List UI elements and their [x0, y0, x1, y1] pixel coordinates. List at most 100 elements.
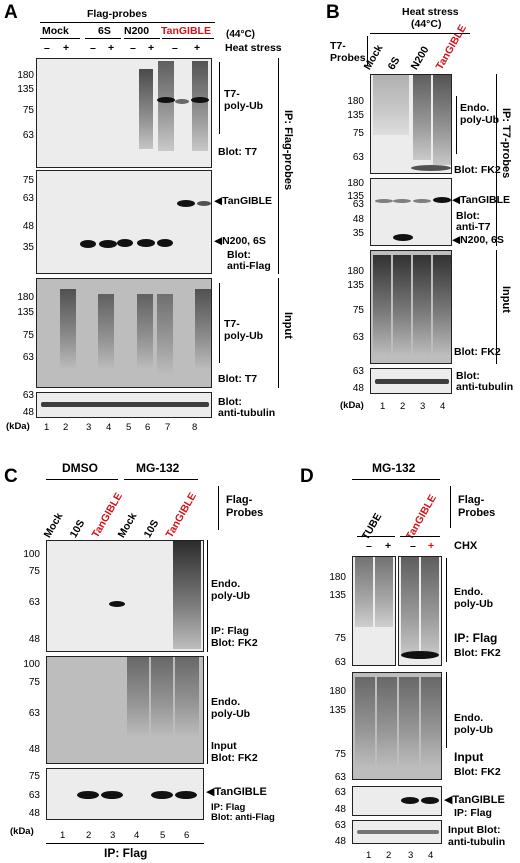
mw-a4-2: 48 [22, 407, 34, 418]
input-label: Input [211, 740, 237, 752]
mw-c1-2: 75 [28, 566, 40, 577]
chx-label: CHX [454, 540, 478, 552]
lane-3: 3 [110, 830, 116, 841]
mw-c3-1: 75 [28, 771, 40, 782]
mw-a2-4: 35 [22, 242, 34, 253]
flag-probes-label-1: Flag- [226, 494, 253, 506]
sign-3: – [90, 42, 96, 54]
sign-6: + [148, 42, 155, 54]
mw-a1-2: 135 [17, 84, 34, 95]
lane-4: 4 [440, 401, 446, 412]
mw-d2-2: 135 [329, 705, 346, 716]
side-input-label: Input [282, 312, 294, 339]
poly-ub-label: poly-Ub [460, 114, 500, 126]
blot-label: Blot: [218, 396, 242, 408]
mg132-label: MG-132 [136, 461, 180, 475]
blot-label: Blot: FK2 [454, 164, 501, 176]
blot-label: Blot: FK2 [454, 346, 501, 358]
mw-b3-4: 63 [352, 332, 364, 343]
sign-8: + [194, 42, 201, 54]
endo-label: Endo. [211, 578, 241, 590]
mw-b1-2: 135 [347, 110, 364, 121]
mw-c2-4: 48 [28, 744, 40, 755]
mw-b1-1: 180 [347, 96, 364, 107]
side-ip-label: IP: Flag-probes [282, 110, 294, 191]
blot-d3 [352, 786, 442, 816]
group-6s: 6S [385, 54, 403, 72]
ip-flag-label: IP: Flag [454, 631, 498, 645]
mw-a3-3: 75 [22, 330, 34, 341]
mw-b2-4: 48 [352, 214, 364, 225]
kda-label: (kDa) [10, 826, 34, 837]
group-n200: N200 [124, 25, 150, 37]
lane-1: 1 [380, 401, 386, 412]
anti-flag-label: anti-Flag [227, 260, 271, 272]
mw-a3-1: 180 [17, 292, 34, 303]
sign-4: + [108, 42, 115, 54]
poly-ub-label: poly-Ub [211, 708, 251, 720]
mw-d2-4: 63 [334, 772, 346, 783]
lane-4: 4 [428, 850, 434, 861]
lane-5: 5 [126, 422, 132, 433]
mw-c2-3: 63 [28, 708, 40, 719]
panel-letter-c: C [4, 466, 18, 487]
mw-c2-2: 75 [28, 677, 40, 688]
ip-flag-label: IP: Flag [454, 807, 492, 819]
mw-b3-2: 135 [347, 280, 364, 291]
mw-d2-3: 75 [334, 749, 346, 760]
mw-c2-1: 100 [23, 659, 40, 670]
mw-b3-1: 180 [347, 266, 364, 277]
endo-label: Endo. [454, 586, 484, 598]
lane-10s: 10S [67, 517, 88, 540]
blot-c3 [46, 768, 204, 820]
lane-5: 5 [160, 830, 166, 841]
blot-d2 [352, 672, 442, 780]
blot-a2 [36, 170, 212, 274]
blot-label: Blot: anti-Flag [211, 812, 275, 823]
sign-1: – [44, 42, 50, 54]
t7-label: T7- [224, 318, 240, 330]
blot-d1-right [398, 556, 442, 666]
mw-d1-1: 180 [329, 572, 346, 583]
t7-probes-label-2: Probes [330, 52, 366, 64]
blot-label: Blot: T7 [218, 146, 258, 158]
mw-d1-3: 75 [334, 633, 346, 644]
kda-label: (kDa) [340, 400, 364, 411]
group-6s: 6S [98, 25, 111, 37]
blot-label: Blot: [456, 210, 480, 222]
group-tangible: TanGIBLE [161, 25, 211, 37]
mw-c3-3: 48 [28, 808, 40, 819]
mw-c1-4: 48 [28, 634, 40, 645]
blot-b4 [370, 368, 452, 394]
lane-6: 6 [184, 830, 190, 841]
tangible-arrow: ◀TanGIBLE [452, 194, 511, 206]
lane-10s: 10S [141, 517, 162, 540]
poly-ub-label: poly-Ub [224, 100, 264, 112]
mw-d2-1: 180 [329, 686, 346, 697]
blot-c2 [46, 656, 204, 764]
lane-1: 1 [366, 850, 372, 861]
kda-label: (kDa) [6, 421, 30, 432]
n200-arrow: ◀N200, 6S [214, 235, 266, 247]
lane-mock: Mock [115, 510, 140, 540]
lane-tangible: TanGIBLE [163, 490, 199, 540]
lane-tube: TUBE [359, 511, 385, 542]
side-input-label: Input [500, 286, 512, 313]
lane-7: 7 [165, 422, 171, 433]
blot-label: Blot: FK2 [454, 647, 501, 659]
mw-b2-1: 180 [347, 178, 364, 189]
sign-2: + [63, 42, 70, 54]
mw-b4-2: 48 [352, 383, 364, 394]
anti-tubulin-label: anti-tubulin [218, 407, 276, 419]
sign-5: – [130, 42, 136, 54]
blot-a4 [36, 392, 212, 418]
blot-a3 [36, 278, 212, 388]
poly-ub-label: poly-Ub [454, 724, 494, 736]
mw-d4-2: 48 [334, 836, 346, 847]
chx-sign-4: + [428, 540, 435, 552]
lane-8: 8 [192, 422, 198, 433]
heat-stress-title: Heat stress [402, 6, 459, 18]
lane-4: 4 [106, 422, 112, 433]
poly-ub-label: poly-Ub [224, 330, 264, 342]
lane-1: 1 [60, 830, 66, 841]
